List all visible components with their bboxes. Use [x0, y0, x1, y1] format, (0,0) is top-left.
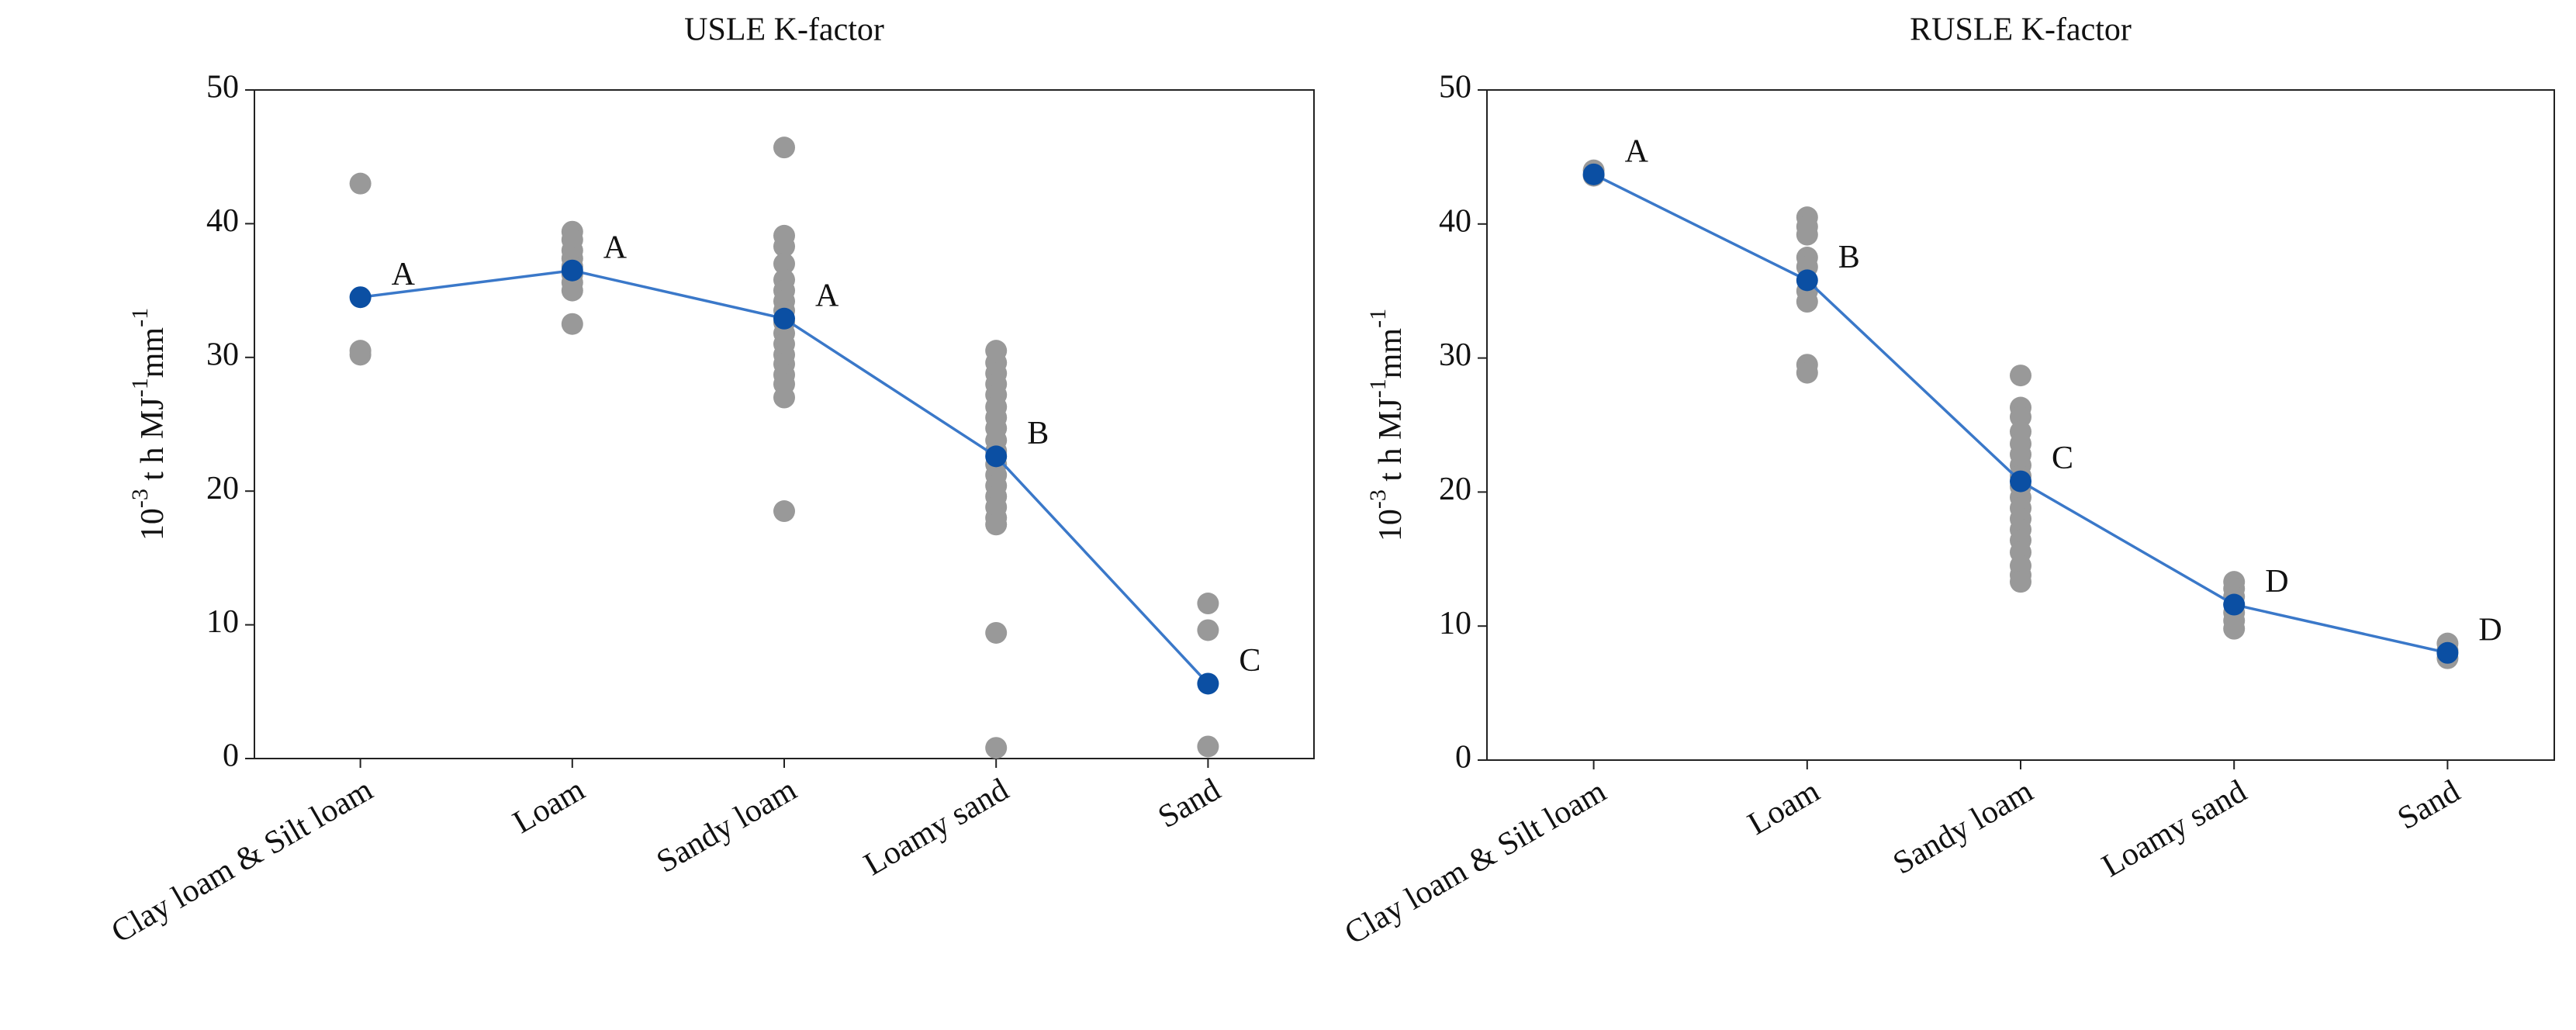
- x-tick-label: Loam: [1742, 773, 1826, 842]
- group-letter: D: [2265, 564, 2288, 600]
- data-point: [985, 737, 1008, 759]
- x-tick-label: Clay loam & Silt loam: [105, 772, 379, 950]
- group-letter: A: [603, 230, 628, 265]
- y-tick-label: 50: [1439, 70, 1471, 105]
- y-tick-label: 10: [206, 604, 239, 640]
- mean-point: [1796, 269, 1818, 292]
- data-point: [985, 621, 1008, 644]
- y-axis-label: 10-3 t h MJ-1mm-1: [1365, 309, 1408, 541]
- y-tick-label: 50: [206, 70, 239, 105]
- data-point: [349, 172, 372, 195]
- group-letter: A: [1625, 134, 1649, 170]
- data-point: [773, 253, 795, 275]
- y-tick-label: 20: [1439, 472, 1471, 507]
- x-tick-label: Sand: [1152, 772, 1226, 835]
- x-tick-label: Sandy loam: [1887, 773, 2039, 882]
- y-tick-label: 40: [1439, 203, 1471, 239]
- mean-point: [561, 259, 583, 282]
- y-tick-label: 0: [1455, 740, 1471, 776]
- x-tick-label: Loamy sand: [858, 772, 1015, 883]
- mean-point: [2223, 593, 2246, 616]
- group-letter: D: [2478, 612, 2502, 648]
- x-tick-label: Sand: [2391, 773, 2466, 837]
- x-tick-label: Loamy sand: [2096, 773, 2253, 884]
- y-tick-label: 40: [206, 203, 239, 239]
- y-axis-label-part: mm: [135, 327, 171, 378]
- data-point: [2010, 571, 2031, 593]
- group-letter: B: [1838, 240, 1860, 275]
- data-point: [773, 137, 795, 159]
- y-axis-label-part: -1: [1365, 309, 1391, 328]
- group-letter: C: [1239, 643, 1260, 679]
- data-point: [1197, 735, 1219, 758]
- data-point: [2223, 617, 2246, 640]
- data-point: [1197, 619, 1219, 641]
- y-axis-label-part: -1: [1365, 378, 1391, 398]
- y-axis-label-part: t h MJ: [1373, 398, 1409, 489]
- data-point: [349, 344, 372, 366]
- y-tick-label: 30: [1439, 337, 1471, 373]
- data-point: [1796, 361, 1818, 384]
- mean-point: [2436, 641, 2459, 664]
- data-point: [1197, 593, 1219, 615]
- group-letter: B: [1027, 416, 1049, 451]
- y-axis-label-part: t h MJ: [135, 397, 171, 489]
- mean-point: [2010, 470, 2031, 493]
- group-letter: A: [392, 257, 416, 292]
- data-point: [773, 500, 795, 523]
- y-tick-label: 0: [223, 738, 239, 774]
- y-axis-label-part: -3: [1365, 489, 1391, 509]
- data-point: [985, 513, 1008, 536]
- data-point: [1796, 223, 1818, 246]
- y-tick-label: 20: [206, 471, 239, 506]
- mean-point: [985, 445, 1008, 468]
- plot-frame: [254, 89, 1315, 759]
- data-point: [561, 279, 583, 302]
- data-point: [561, 313, 583, 335]
- mean-point: [1197, 672, 1219, 695]
- mean-point: [773, 307, 795, 330]
- mean-point: [349, 286, 372, 309]
- group-letter: A: [815, 278, 839, 313]
- group-letter: C: [2052, 441, 2073, 476]
- data-point: [1796, 291, 1818, 313]
- y-tick-label: 30: [206, 337, 239, 372]
- y-tick-label: 10: [1439, 606, 1471, 641]
- chart-title: RUSLE K-factor: [1910, 12, 2132, 48]
- data-point: [773, 235, 795, 258]
- x-tick-label: Loam: [507, 772, 591, 841]
- x-tick-label: Sandy loam: [651, 772, 803, 880]
- chart-title: USLE K-factor: [684, 12, 884, 48]
- y-axis-label-part: mm: [1373, 328, 1409, 379]
- data-point: [2010, 365, 2031, 387]
- y-axis-label-part: 10: [135, 508, 171, 541]
- y-axis-label-part: -1: [127, 308, 153, 327]
- y-axis-label: 10-3 t h MJ-1mm-1: [127, 308, 170, 541]
- y-axis-label-part: -3: [127, 489, 153, 508]
- x-tick-label: Clay loam & Silt loam: [1339, 773, 1613, 952]
- y-axis-label-part: 10: [1373, 509, 1409, 541]
- mean-point: [1582, 163, 1605, 185]
- y-axis-label-part: -1: [127, 378, 153, 397]
- data-point: [773, 386, 795, 409]
